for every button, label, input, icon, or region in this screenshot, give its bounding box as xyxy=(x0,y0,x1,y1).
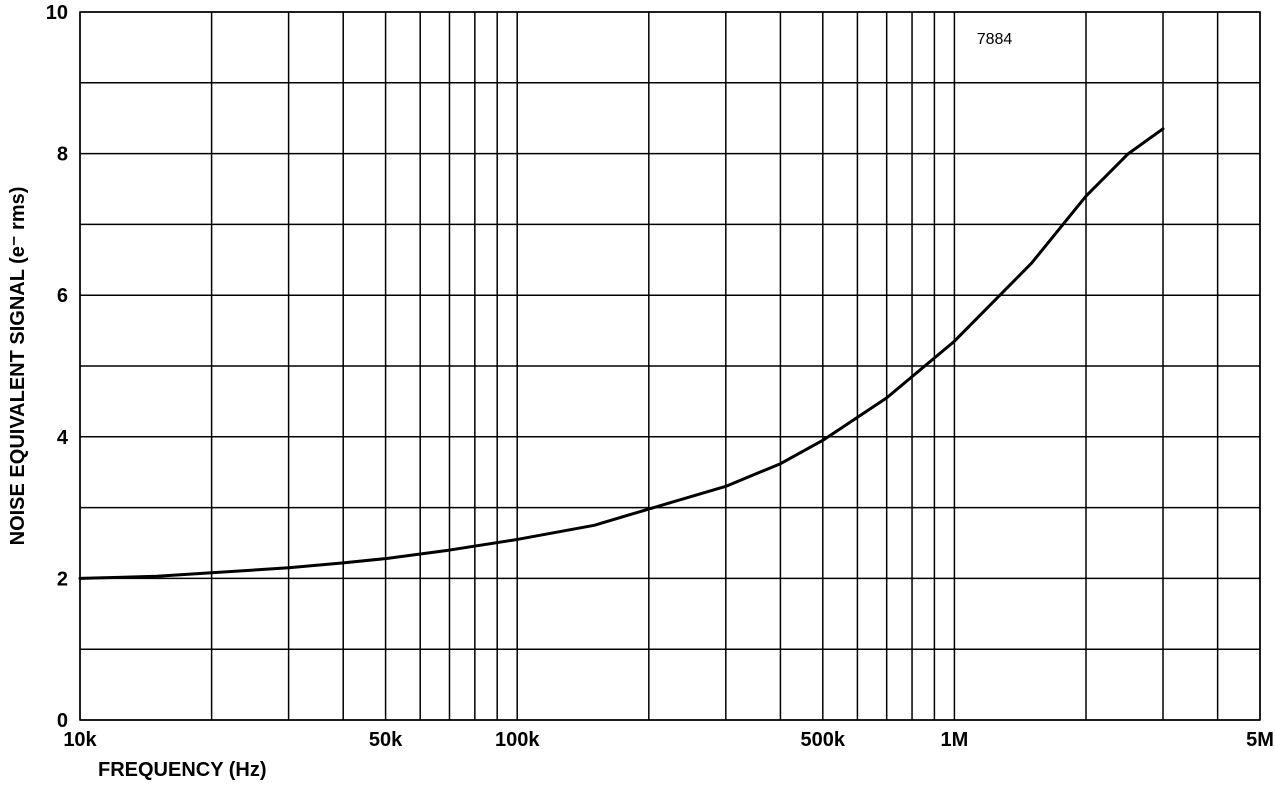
x-tick-label: 100k xyxy=(495,729,540,751)
x-tick-label: 1M xyxy=(941,729,969,751)
y-tick-label: 10 xyxy=(46,2,68,24)
y-tick-label: 2 xyxy=(57,568,68,590)
x-tick-label: 50k xyxy=(369,729,403,751)
x-tick-label: 500k xyxy=(801,729,846,751)
y-tick-label: 6 xyxy=(57,285,68,307)
y-tick-label: 0 xyxy=(57,710,68,732)
y-axis-label: NOISE EQUIVALENT SIGNAL (e⁻ rms) xyxy=(7,187,29,546)
chart-container: 10k 50k 100k 500k 1M 5M 0 2 4 6 8 10 FREQUENCY (Hz) N… xyxy=(0,0,1275,803)
noise-chart: 10k 50k 100k 500k 1M 5M 0 2 4 6 8 10 FREQUENCY (Hz) N… xyxy=(0,0,1275,803)
y-tick-label: 8 xyxy=(57,144,68,166)
x-axis-label: FREQUENCY (Hz) xyxy=(98,759,267,781)
x-tick-label: 5M xyxy=(1246,729,1274,751)
y-tick-label: 4 xyxy=(57,427,69,449)
chart-annotation: 7884 xyxy=(977,31,1013,48)
x-tick-label: 10k xyxy=(63,729,97,751)
